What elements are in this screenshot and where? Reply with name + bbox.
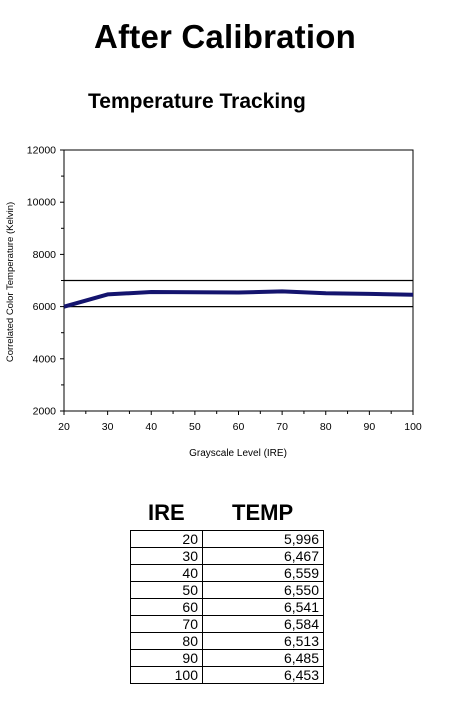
x-axis-label: Grayscale Level (IRE) — [189, 448, 287, 459]
x-tick-label: 20 — [58, 421, 70, 433]
ire-cell: 50 — [130, 581, 203, 599]
table-header-temp: TEMP — [232, 500, 294, 525]
temp-cell: 6,485 — [202, 649, 324, 667]
ire-cell: 40 — [130, 564, 203, 582]
series-line — [63, 289, 414, 309]
x-tick-label: 30 — [102, 421, 114, 433]
ire-cell: 80 — [130, 632, 203, 650]
ire-cell: 70 — [130, 615, 203, 633]
data-table: 20 5,996 30 6,467 40 6,559 50 6,550 60 6,541 70 6,5… — [130, 530, 324, 684]
temp-cell: 6,513 — [202, 632, 324, 650]
y-tick-label: 6000 — [33, 301, 57, 313]
y-tick-label: 2000 — [33, 406, 57, 418]
x-tick-label: 60 — [233, 421, 245, 433]
table-row: 60 6,541 — [130, 598, 324, 616]
x-tick-label: 50 — [189, 421, 201, 433]
y-tick-label: 10000 — [27, 197, 56, 209]
x-tick-label: 70 — [276, 421, 288, 433]
ire-cell: 60 — [130, 598, 203, 616]
table-row: 90 6,485 — [130, 649, 324, 667]
table-header-ire: IRE — [148, 500, 185, 525]
ire-cell: 90 — [130, 649, 203, 667]
x-tick-label: 100 — [404, 421, 422, 433]
y-tick-label: 8000 — [33, 249, 57, 261]
temp-cell: 6,467 — [202, 547, 324, 565]
y-tick-label: 12000 — [27, 145, 56, 157]
x-tick-label: 80 — [320, 421, 332, 433]
y-axis-label: Correlated Color Temperature (Kelvin) — [5, 202, 16, 362]
table-row: 40 6,559 — [130, 564, 324, 582]
table-row: 50 6,550 — [130, 581, 324, 599]
x-tick-label: 40 — [145, 421, 157, 433]
page-title: After Calibration — [94, 18, 356, 55]
temp-cell: 6,584 — [202, 615, 324, 633]
table-row: 70 6,584 — [130, 615, 324, 633]
table-row: 100 6,453 — [130, 666, 324, 684]
ire-cell: 20 — [130, 530, 203, 548]
y-tick-label: 4000 — [33, 353, 57, 365]
table-row: 30 6,467 — [130, 547, 324, 565]
table-row: 20 5,996 — [130, 530, 324, 548]
table-row: 80 6,513 — [130, 632, 324, 650]
temp-cell: 5,996 — [202, 530, 324, 548]
temp-cell: 6,550 — [202, 581, 324, 599]
temp-cell: 6,453 — [202, 666, 324, 684]
temperature-chart: 2000 4000 6000 8000 10000 12000 20 30 40 50 60 70 80… — [5, 145, 422, 460]
ire-cell: 100 — [130, 666, 203, 684]
chart-title: Temperature Tracking — [88, 90, 306, 113]
temp-cell: 6,559 — [202, 564, 324, 582]
temp-cell: 6,541 — [202, 598, 324, 616]
x-tick-label: 90 — [364, 421, 376, 433]
ire-cell: 30 — [130, 547, 203, 565]
